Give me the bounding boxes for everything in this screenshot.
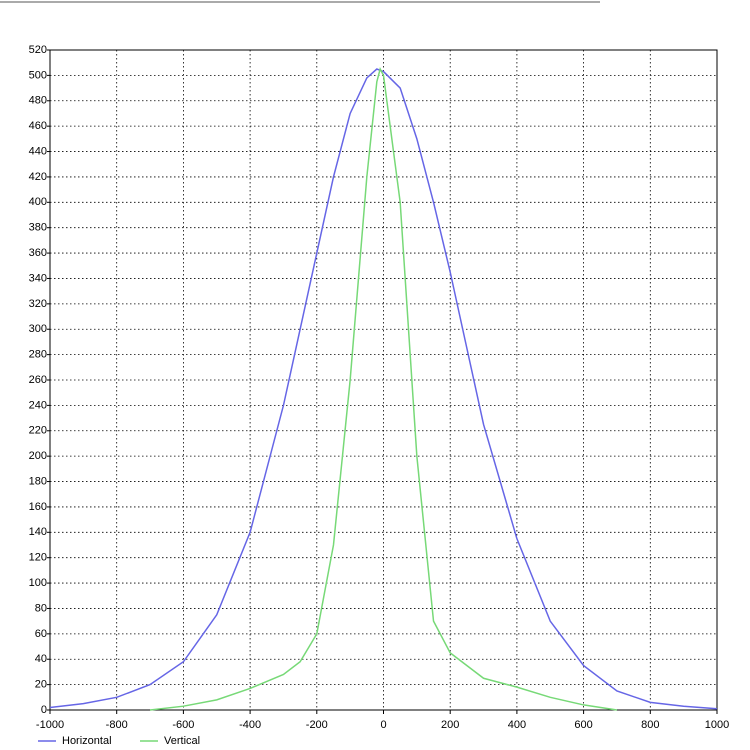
y-tick-label: 40 [35, 653, 47, 665]
y-tick-label: 80 [35, 602, 47, 614]
x-tick-label: 200 [441, 719, 459, 731]
y-tick-label: 460 [29, 120, 47, 132]
y-tick-label: 180 [29, 475, 47, 487]
y-tick-label: 400 [29, 196, 47, 208]
x-tick-label: 600 [574, 719, 592, 731]
y-tick-label: 300 [29, 323, 47, 335]
legend-label: Horizontal [62, 735, 112, 747]
x-tick-label: -600 [172, 719, 194, 731]
x-tick-label: -400 [239, 719, 261, 731]
y-tick-label: 220 [29, 425, 47, 437]
y-tick-label: 420 [29, 171, 47, 183]
x-tick-label: -800 [106, 719, 128, 731]
y-tick-label: 320 [29, 298, 47, 310]
y-tick-label: 100 [29, 577, 47, 589]
x-tick-label: -1000 [36, 719, 64, 731]
y-tick-label: 280 [29, 349, 47, 361]
y-tick-label: 360 [29, 247, 47, 259]
y-tick-label: 160 [29, 501, 47, 513]
y-tick-label: 20 [35, 679, 47, 691]
y-tick-label: 60 [35, 628, 47, 640]
x-tick-label: 1000 [705, 719, 729, 731]
series-line [149, 66, 618, 711]
y-tick-label: 260 [29, 374, 47, 386]
x-tick-label: 0 [380, 719, 386, 731]
y-tick-label: 0 [41, 704, 47, 716]
y-tick-label: 500 [29, 69, 47, 81]
y-tick-label: 240 [29, 399, 47, 411]
legend-label: Vertical [164, 735, 200, 747]
x-tick-label: 800 [641, 719, 659, 731]
y-tick-label: 120 [29, 552, 47, 564]
x-tick-label: -200 [306, 719, 328, 731]
x-tick-label: 400 [508, 719, 526, 731]
y-tick-label: 520 [29, 44, 47, 56]
y-tick-label: 380 [29, 222, 47, 234]
y-tick-label: 480 [29, 95, 47, 107]
y-tick-label: 200 [29, 450, 47, 462]
y-tick-label: 440 [29, 145, 47, 157]
y-tick-label: 140 [29, 526, 47, 538]
y-tick-label: 340 [29, 272, 47, 284]
